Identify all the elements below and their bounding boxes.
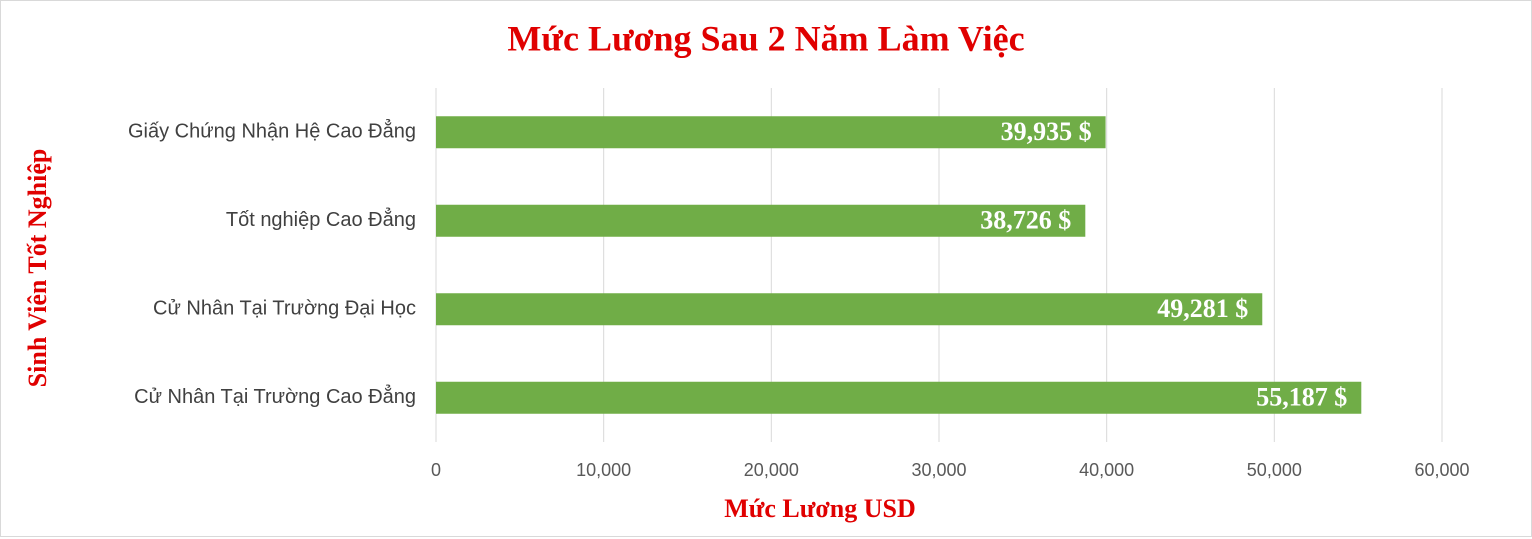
x-tick-label: 30,000: [911, 460, 966, 480]
x-tick-label: 20,000: [744, 460, 799, 480]
x-tick-label: 10,000: [576, 460, 631, 480]
data-label: 55,187 $: [1256, 383, 1347, 412]
bar: [436, 381, 1362, 414]
y-tick-label: Cử Nhân Tại Trường Đại Học: [153, 298, 416, 320]
data-label: 38,726 $: [980, 206, 1071, 235]
bar: [436, 293, 1263, 326]
x-tick-label: 50,000: [1247, 460, 1302, 480]
data-label: 49,281 $: [1157, 294, 1248, 323]
y-tick-label: Giấy Chứng Nhận Hệ Cao Đẳng: [128, 119, 416, 143]
bar: [436, 204, 1086, 237]
x-axis-title: Mức Lương USD: [724, 494, 916, 523]
x-tick-label: 60,000: [1414, 460, 1469, 480]
x-tick-label: 40,000: [1079, 460, 1134, 480]
y-axis-title: Sinh Viên Tốt Nghiệp: [23, 149, 52, 388]
x-tick-label: 0: [431, 460, 441, 480]
data-label: 39,935 $: [1001, 117, 1092, 146]
bar: [436, 116, 1106, 149]
y-tick-label: Cử Nhân Tại Trường Cao Đẳng: [134, 384, 416, 408]
y-tick-label: Tốt nghiệp Cao Đẳng: [226, 207, 416, 231]
chart-title: Mức Lương Sau 2 Năm Làm Việc: [507, 18, 1024, 58]
